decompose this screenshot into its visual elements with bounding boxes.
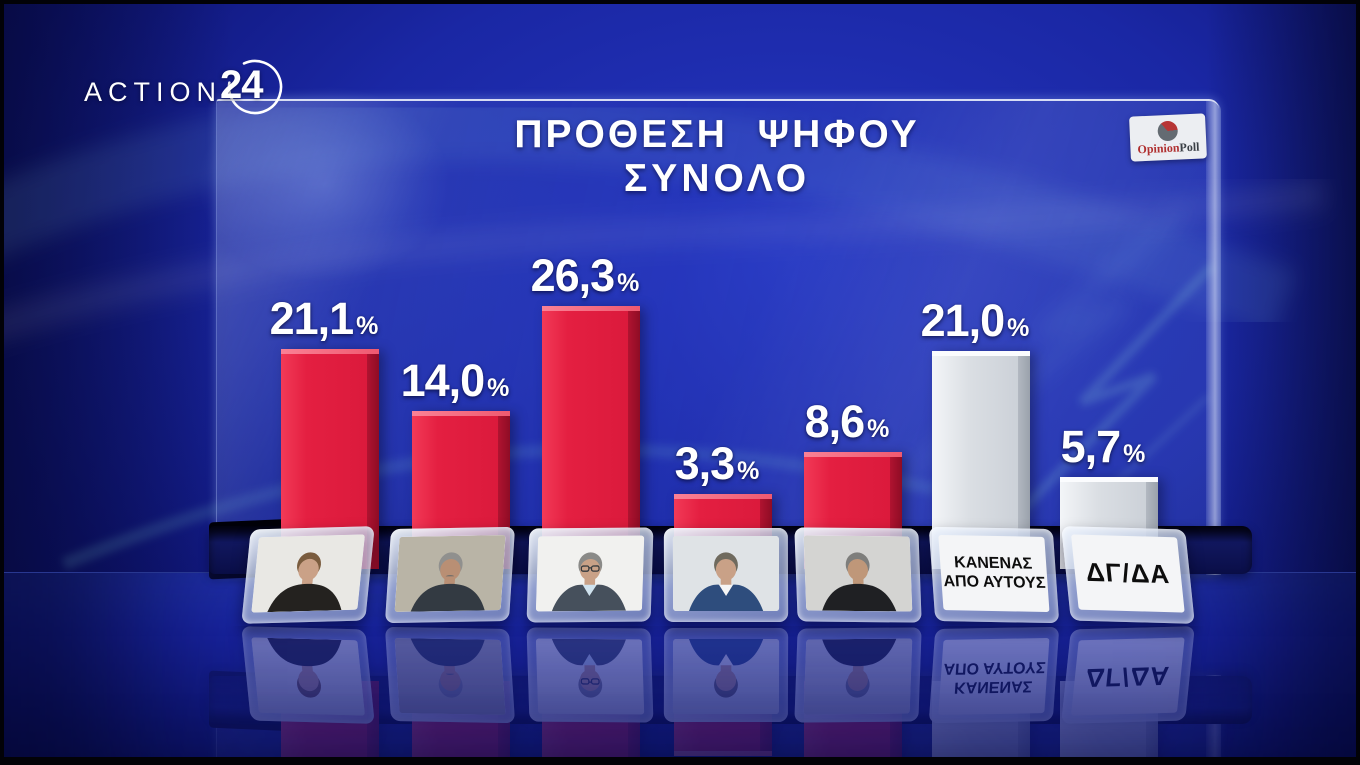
bar-value: 14,0: [400, 355, 486, 406]
percent-sign: %: [867, 415, 890, 443]
opinionpoll-badge: OpinionPoll: [1129, 113, 1207, 162]
bar-value: 21,0: [920, 295, 1006, 346]
bar-top-3d: [804, 452, 902, 457]
candidate-photo: [535, 535, 645, 612]
candidate-photo: [672, 535, 780, 612]
plate-inner: [251, 534, 365, 613]
plate-label: ΔΓ/ΔΑ: [1084, 556, 1172, 590]
plate-candidate-2: [384, 526, 516, 624]
chart-title-line1: ΠΡΟΘΕΣΗ ΨΗΦΟΥ: [514, 113, 920, 156]
plate-inner: ΚΑΝΕΝΑΣ ΑΠΟ ΑΥΤΟΥΣ: [938, 534, 1050, 613]
bar-value-label: 21,1 %: [254, 293, 394, 345]
percent-sign: %: [737, 457, 760, 485]
bar-value: 5,7: [1060, 421, 1122, 472]
bar-top-3d: [674, 494, 772, 499]
bar-value-label: 14,0 %: [385, 355, 525, 407]
badge-text-opinion: Opinion: [1137, 140, 1180, 157]
candidate-photo: [394, 535, 506, 612]
percent-sign: %: [487, 374, 510, 402]
plate-inner: [535, 535, 645, 612]
bar-top-3d: [1060, 477, 1158, 482]
plate-ΔΓ/ΔΑ: ΔΓ/ΔΑ: [1061, 526, 1195, 624]
candidate-photo: [803, 535, 913, 612]
bar-value: 3,3: [674, 438, 736, 489]
plate-inner: ΔΓ/ΔΑ: [1070, 534, 1185, 613]
bar-value: 21,1: [269, 293, 355, 344]
chart-title: ΠΡΟΘΕΣΗ ΨΗΦΟΥ ΣΥΝΟΛΟ: [216, 113, 1218, 200]
plate-candidate-5: [794, 527, 922, 623]
plate-inner: [803, 535, 913, 612]
percent-sign: %: [1007, 314, 1030, 342]
bar-value-label: 5,7 %: [1033, 421, 1173, 473]
channel-logo-number: 24: [220, 63, 263, 107]
bar-value-label: 8,6 %: [777, 396, 917, 448]
plate-candidate-4: [663, 527, 789, 623]
channel-logo-24-circle-icon: 24: [220, 56, 286, 118]
percent-sign: %: [617, 269, 640, 297]
bar-value: 26,3: [530, 250, 616, 301]
percent-sign: %: [356, 312, 379, 340]
chart-title-line2: ΣΥΝΟΛΟ: [623, 156, 811, 200]
plate-candidate-1: [241, 526, 375, 624]
plate-label-line2: ΑΠΟ ΑΥΤΟΥΣ: [942, 572, 1047, 592]
bar-value-label: 3,3 %: [647, 438, 787, 490]
plate-inner: [672, 535, 780, 612]
chart-stage: ΠΡΟΘΕΣΗ ΨΗΦΟΥ ΣΥΝΟΛΟ OpinionPoll 21,1 %: [4, 99, 1356, 624]
percent-sign: %: [1123, 440, 1146, 468]
badge-text-poll: Poll: [1179, 139, 1200, 155]
bar-top-3d: [412, 411, 510, 416]
plate-ΚΑΝΕΝΑΣ ΑΠΟ ΑΥΤΟΥΣ: ΚΑΝΕΝΑΣ ΑΠΟ ΑΥΤΟΥΣ: [928, 526, 1060, 624]
channel-logo: ACTION 24: [84, 56, 286, 118]
candidate-photo: [251, 534, 365, 613]
bar-top-3d: [932, 351, 1030, 356]
bar-top-3d: [281, 349, 379, 354]
bar-value: 8,6: [804, 396, 866, 447]
opinionpoll-badge-text: OpinionPoll: [1137, 139, 1200, 157]
bar-top-3d: [542, 306, 640, 311]
bar-value-label: 26,3 %: [515, 250, 655, 302]
plate-label-line1: ΚΑΝΕΝΑΣ: [953, 553, 1033, 573]
plate-candidate-3: [526, 527, 654, 623]
channel-logo-text: ACTION: [84, 76, 223, 107]
plate-inner: [394, 535, 506, 612]
bar-value-label: 21,0 %: [905, 295, 1045, 347]
